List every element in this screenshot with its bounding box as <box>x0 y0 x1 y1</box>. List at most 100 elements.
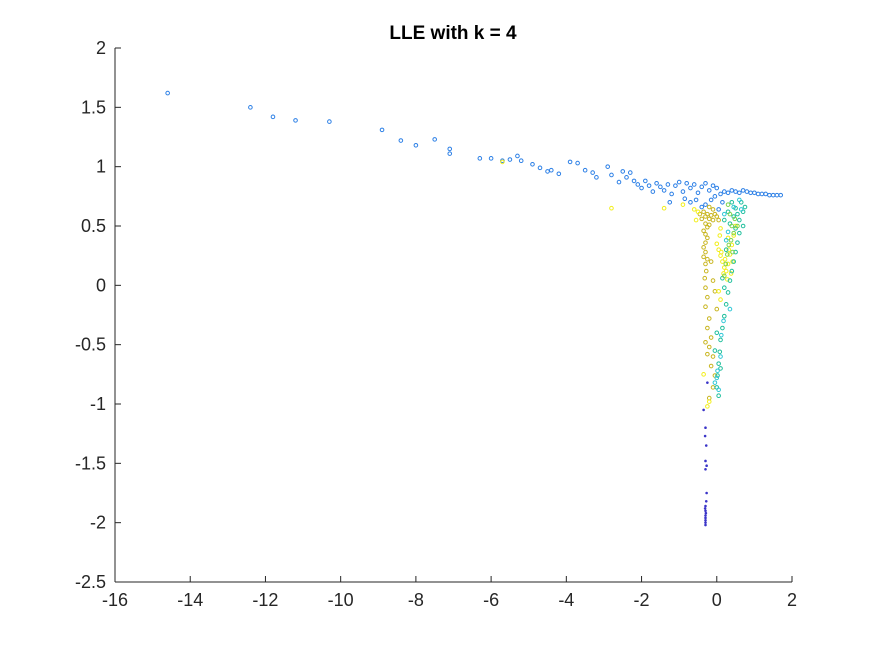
series-yellow <box>500 159 738 409</box>
data-point <box>624 175 629 180</box>
data-point <box>703 268 709 274</box>
y-tick-label: -2.5 <box>75 572 106 592</box>
data-point <box>729 268 735 274</box>
data-point <box>703 202 708 207</box>
data-point <box>708 363 714 369</box>
data-point <box>723 247 729 253</box>
data-point <box>705 351 710 357</box>
data-point <box>701 254 706 260</box>
data-point <box>706 399 712 404</box>
data-point <box>714 185 720 191</box>
data-point <box>704 444 708 447</box>
data-point <box>447 146 453 152</box>
data-point <box>702 408 705 412</box>
data-point <box>718 337 723 343</box>
data-point <box>712 288 718 294</box>
data-point <box>710 207 716 212</box>
data-point <box>748 190 753 196</box>
data-point <box>727 252 733 257</box>
data-point <box>327 119 332 124</box>
data-point <box>714 375 720 381</box>
data-point <box>725 202 731 207</box>
data-point <box>718 253 723 258</box>
data-point <box>714 214 720 219</box>
data-point <box>725 229 731 235</box>
data-point <box>704 518 707 522</box>
data-point <box>530 161 535 167</box>
data-point <box>720 325 725 331</box>
data-point <box>718 226 723 231</box>
data-point <box>722 313 727 319</box>
data-point <box>708 213 714 218</box>
x-tick-label: -2 <box>634 590 650 610</box>
data-point <box>778 192 784 198</box>
data-point <box>729 188 735 193</box>
data-point <box>731 233 737 238</box>
data-point <box>680 202 686 207</box>
data-point <box>665 182 671 187</box>
data-point <box>705 491 708 495</box>
data-point <box>744 189 750 194</box>
data-point <box>710 278 716 283</box>
data-point <box>705 235 710 241</box>
data-point <box>725 252 730 257</box>
data-point <box>730 249 735 255</box>
data-point <box>537 165 543 171</box>
data-point <box>693 197 699 203</box>
data-point <box>710 354 716 359</box>
data-point <box>716 387 721 393</box>
data-point <box>725 261 731 267</box>
data-point <box>752 190 757 196</box>
data-point <box>726 242 732 248</box>
series-dark_blue <box>702 381 709 527</box>
data-point <box>732 216 738 222</box>
data-point <box>737 230 742 236</box>
x-tick-label: 0 <box>712 590 722 610</box>
data-point <box>726 247 732 253</box>
data-point <box>710 385 716 390</box>
data-point <box>725 190 731 196</box>
data-point <box>704 504 707 508</box>
data-point <box>609 172 614 178</box>
data-point <box>654 180 659 186</box>
axes: -16 -14 -12 -10 -8 -6 -4 -2 0 2 -2.5 -2 -1.5 -1 -0.5 0 0… <box>75 38 797 610</box>
data-point <box>716 288 721 294</box>
data-point <box>639 185 644 191</box>
data-point <box>708 335 714 340</box>
data-point <box>720 259 725 264</box>
data-point <box>706 188 712 193</box>
data-point <box>733 189 738 194</box>
data-point <box>722 273 727 279</box>
data-point <box>699 184 705 190</box>
data-point <box>708 259 714 264</box>
data-points <box>165 90 784 527</box>
data-point <box>705 256 710 262</box>
data-point <box>755 191 761 197</box>
data-point <box>695 190 701 196</box>
x-tick-label: -8 <box>408 590 424 610</box>
data-point <box>703 249 708 255</box>
data-point <box>432 137 437 142</box>
data-point <box>731 230 737 236</box>
data-point <box>712 348 718 353</box>
data-point <box>703 339 708 345</box>
data-point <box>714 330 720 336</box>
data-point <box>575 160 580 166</box>
y-tick-label: -1.5 <box>75 453 106 473</box>
data-point <box>704 514 707 517</box>
data-point <box>702 275 708 281</box>
data-point <box>594 175 599 180</box>
data-point <box>718 332 724 338</box>
data-point <box>737 190 742 196</box>
x-tick-label: -12 <box>252 590 278 610</box>
data-point <box>704 467 707 471</box>
data-point <box>705 325 710 331</box>
series-green <box>722 202 740 279</box>
data-point <box>710 217 716 223</box>
data-point <box>703 221 708 226</box>
data-point <box>706 316 712 321</box>
data-point <box>763 191 768 197</box>
data-point <box>567 159 573 165</box>
data-point <box>701 228 706 234</box>
